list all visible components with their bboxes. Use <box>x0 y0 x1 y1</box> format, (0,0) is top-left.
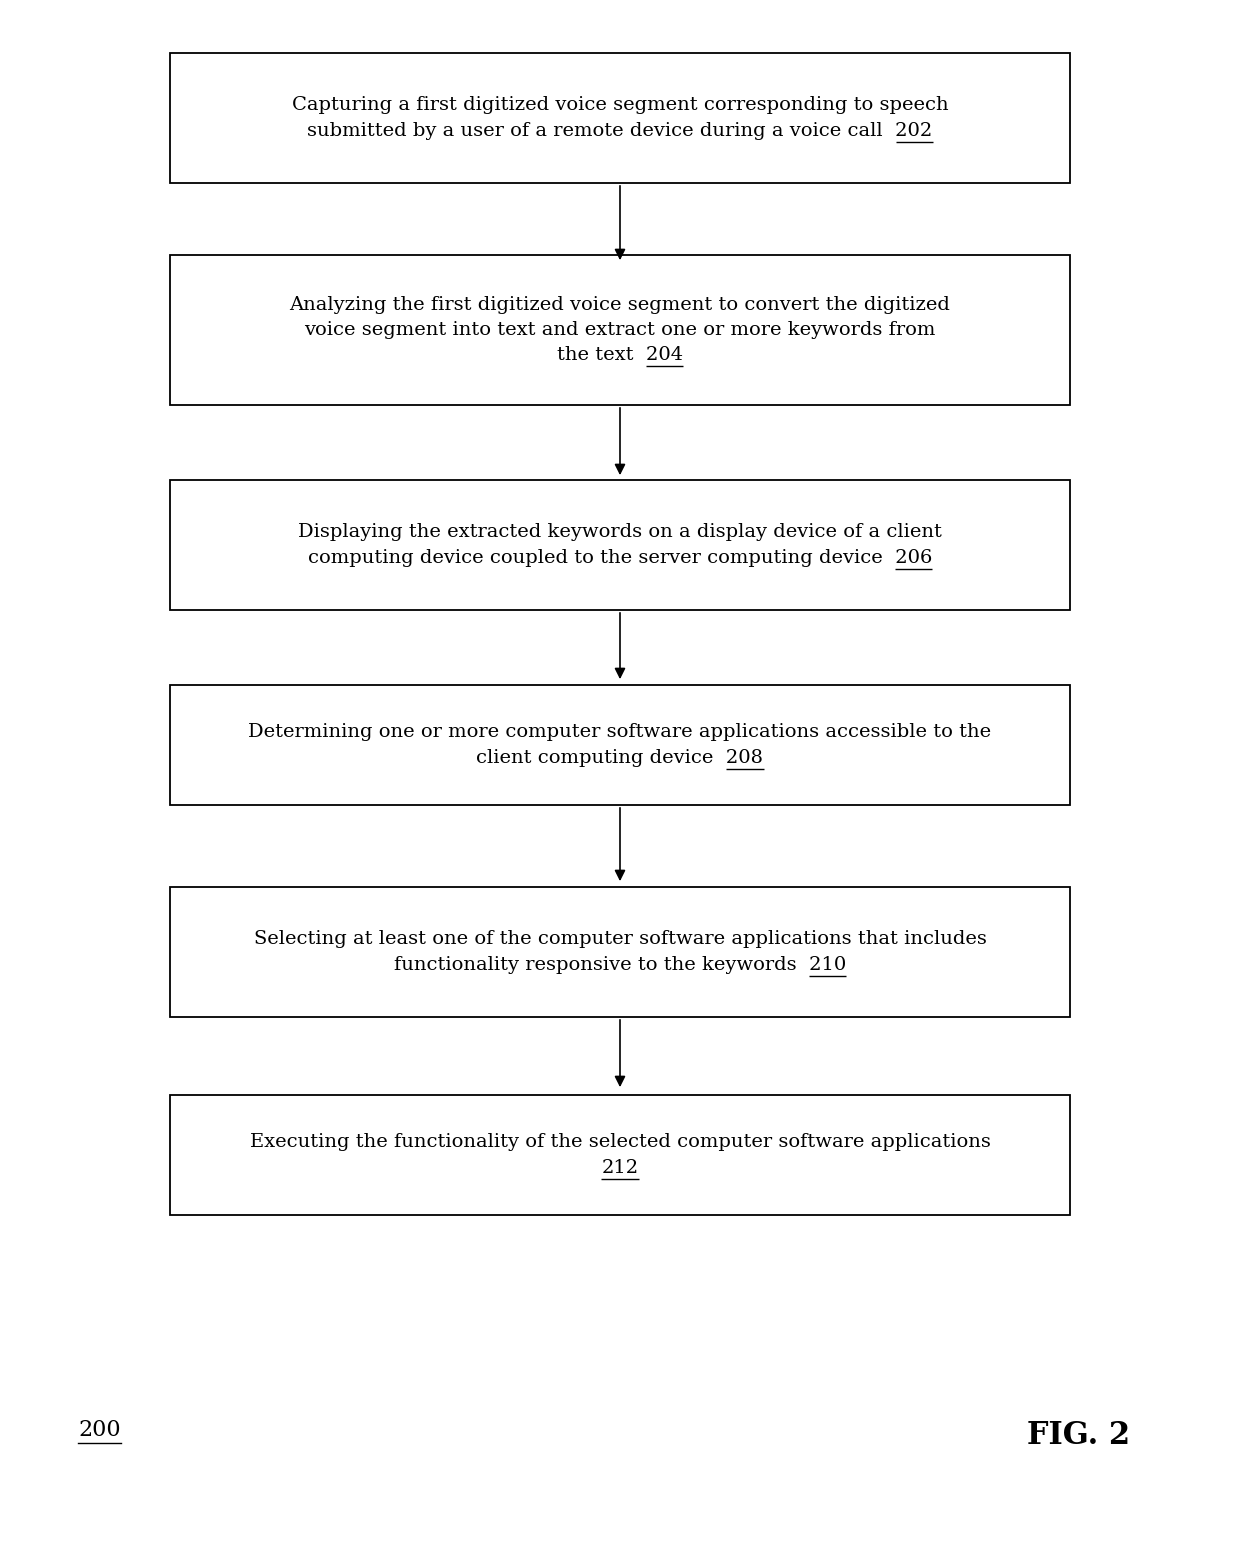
Text: voice segment into text and extract one or more keywords from: voice segment into text and extract one … <box>304 321 936 339</box>
Bar <box>170 1096 1070 1214</box>
Text: submitted by a user of a remote device during a voice call  202: submitted by a user of a remote device d… <box>308 122 932 139</box>
Text: Capturing a first digitized voice segment corresponding to speech: Capturing a first digitized voice segmen… <box>291 96 949 114</box>
Text: Analyzing the first digitized voice segment to convert the digitized: Analyzing the first digitized voice segm… <box>290 296 950 313</box>
Text: FIG. 2: FIG. 2 <box>1027 1420 1130 1450</box>
Bar <box>170 52 1070 184</box>
Text: computing device coupled to the server computing device  206: computing device coupled to the server c… <box>308 549 932 566</box>
Text: Executing the functionality of the selected computer software applications: Executing the functionality of the selec… <box>249 1134 991 1151</box>
Text: Determining one or more computer software applications accessible to the: Determining one or more computer softwar… <box>248 724 992 741</box>
Bar <box>170 887 1070 1017</box>
Text: 200: 200 <box>78 1420 120 1441</box>
Text: functionality responsive to the keywords  210: functionality responsive to the keywords… <box>394 955 846 974</box>
Bar <box>170 255 1070 404</box>
Bar <box>170 685 1070 805</box>
Text: Selecting at least one of the computer software applications that includes: Selecting at least one of the computer s… <box>253 930 987 949</box>
Text: 212: 212 <box>601 1159 639 1177</box>
Text: the text  204: the text 204 <box>557 346 683 364</box>
Bar <box>170 480 1070 609</box>
Text: Displaying the extracted keywords on a display device of a client: Displaying the extracted keywords on a d… <box>298 523 942 542</box>
Text: client computing device  208: client computing device 208 <box>476 748 764 767</box>
